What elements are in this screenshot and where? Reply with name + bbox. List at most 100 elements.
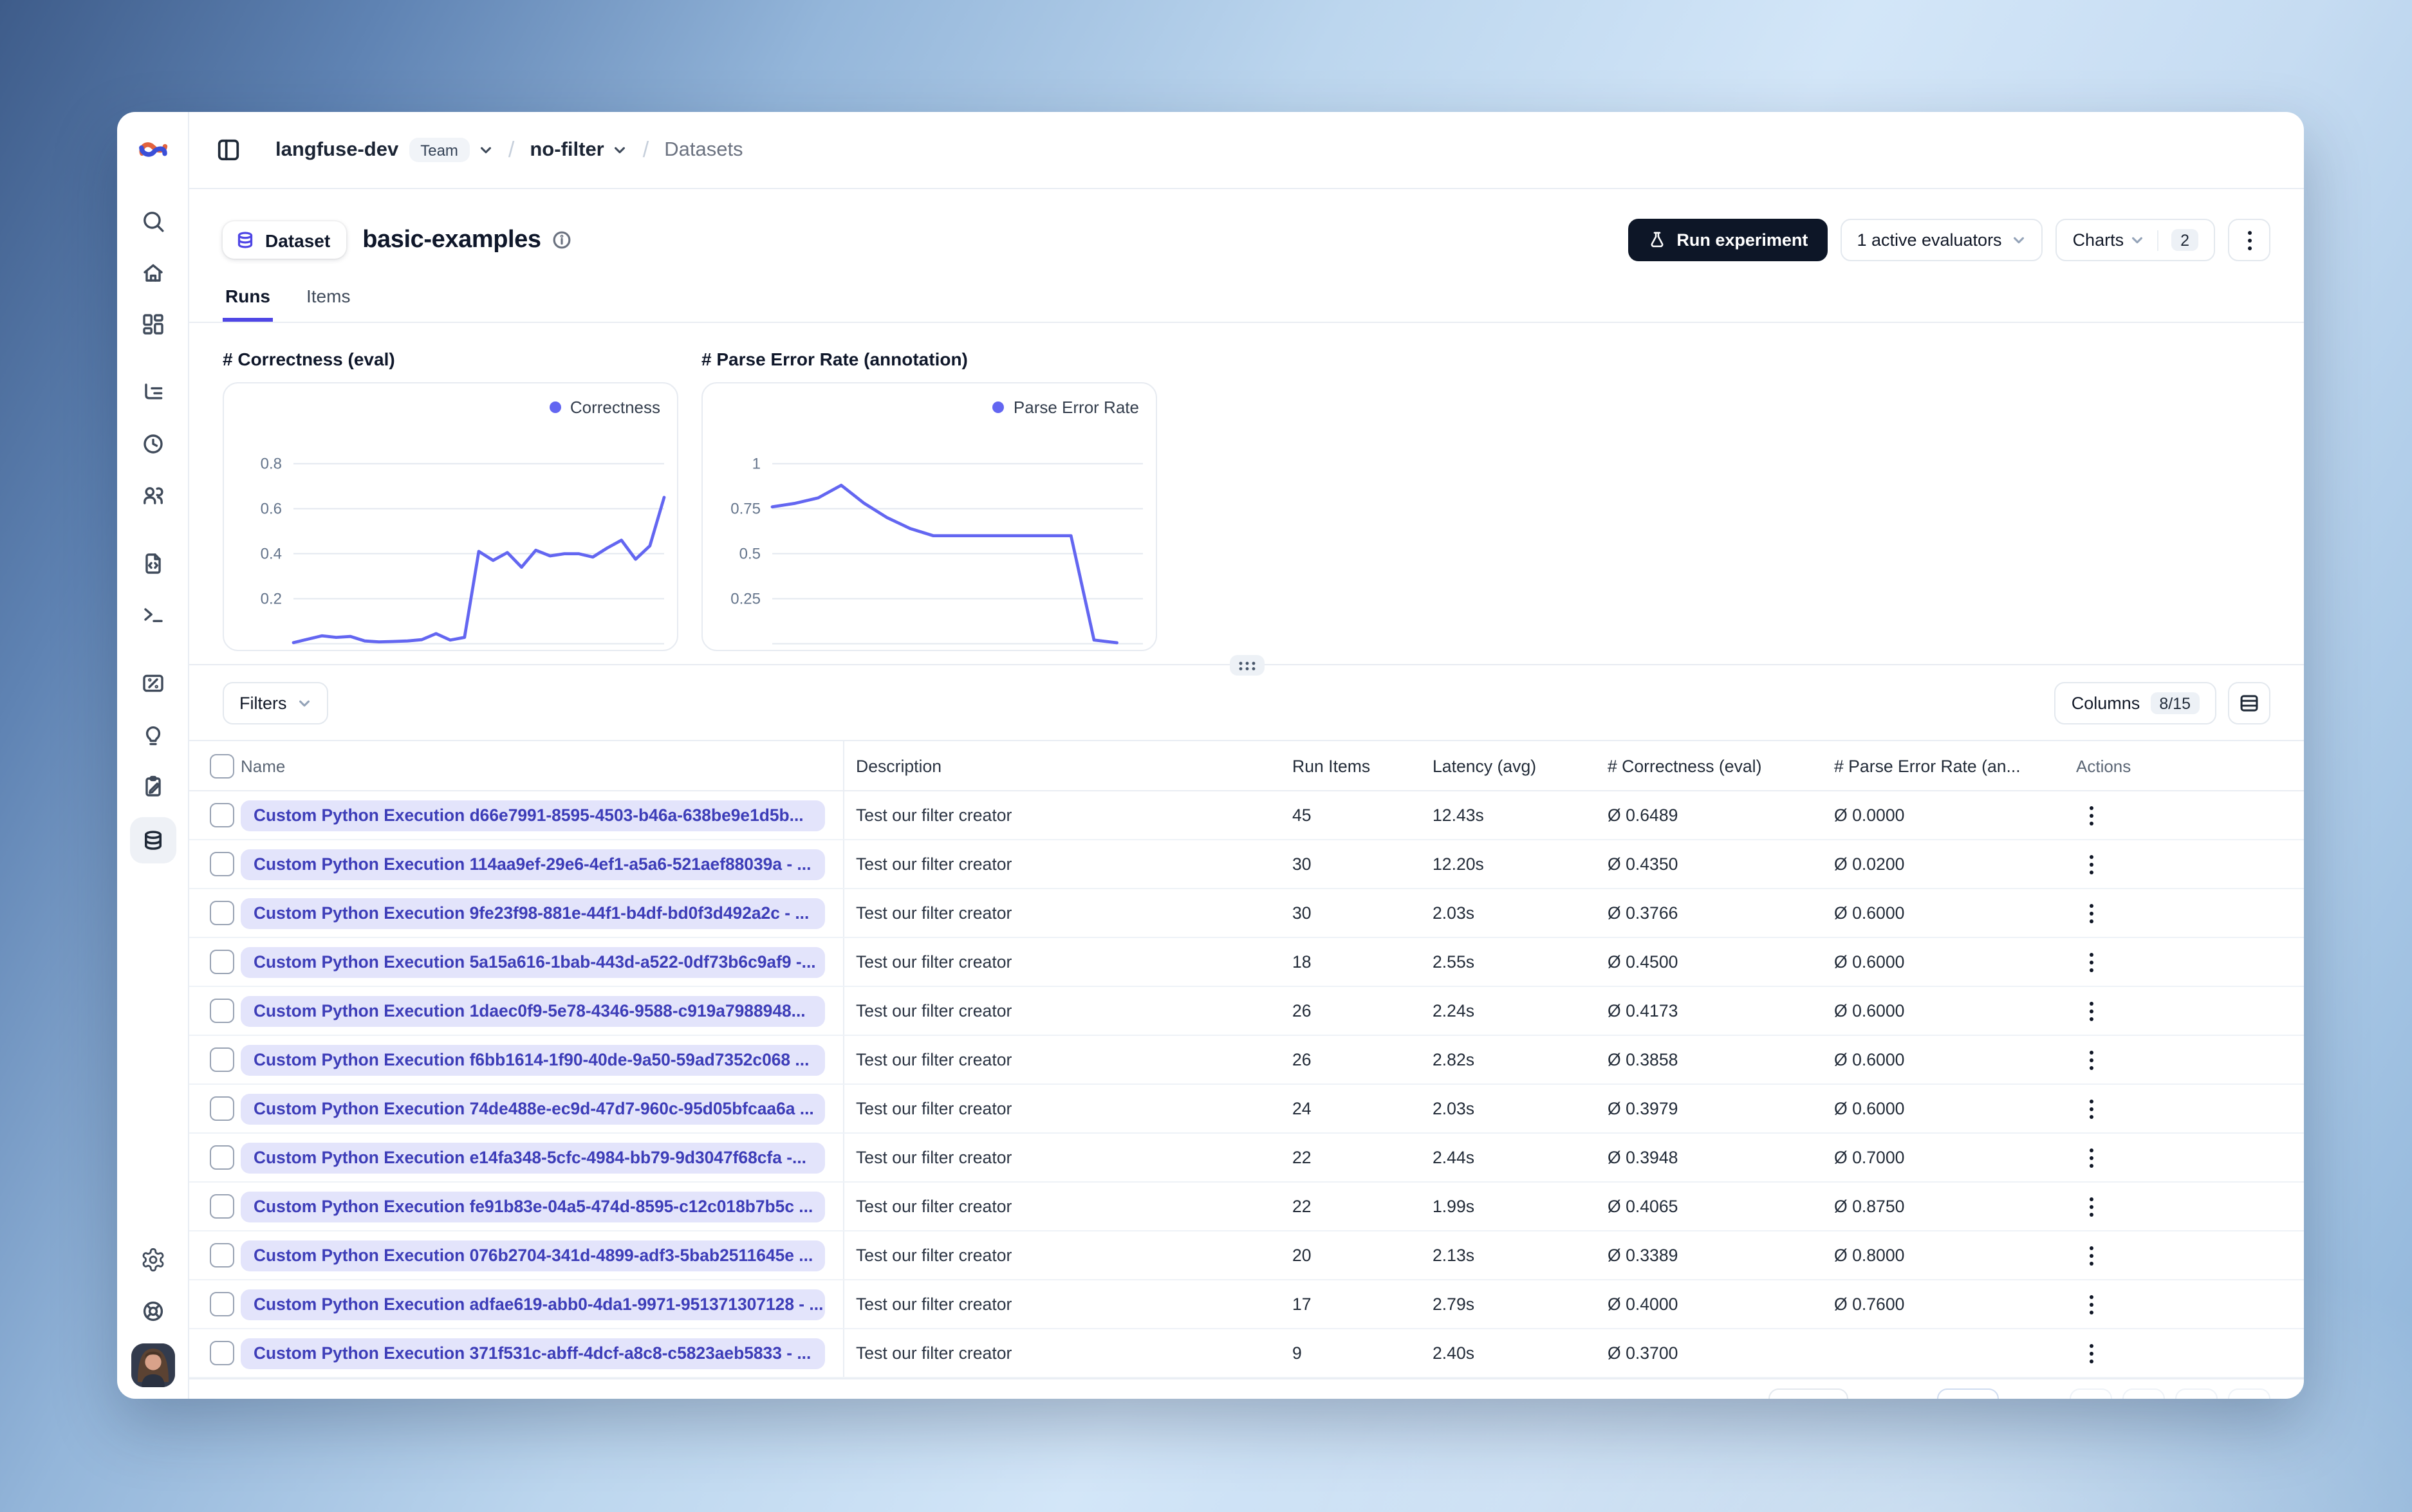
row-actions-menu-button[interactable]	[2076, 800, 2107, 831]
dataset-entity-badge: Dataset	[223, 221, 346, 259]
table-row: Custom Python Execution 1daec0f9-5e78-43…	[189, 987, 2304, 1037]
column-header-correctness[interactable]: # Correctness (eval)	[1608, 756, 1762, 776]
tab-runs[interactable]: Runs	[223, 286, 273, 322]
run-name-link[interactable]: Custom Python Execution 076b2704-341d-48…	[241, 1240, 825, 1271]
columns-button[interactable]: Columns 8/15	[2054, 682, 2216, 725]
run-name-link[interactable]: Custom Python Execution fe91b83e-04a5-47…	[241, 1191, 825, 1222]
row-checkbox[interactable]	[210, 1194, 234, 1219]
row-checkbox[interactable]	[210, 1341, 234, 1366]
run-name-link[interactable]: Custom Python Execution d66e7991-8595-45…	[241, 800, 825, 831]
sidebar-item-dashboards[interactable]	[133, 305, 172, 344]
sidebar-item-datasets[interactable]	[129, 817, 176, 863]
correctness-value: Ø 0.6489	[1608, 806, 1678, 825]
row-actions-menu-button[interactable]	[2076, 1338, 2107, 1369]
org-switcher-chevron[interactable]	[479, 143, 493, 157]
row-actions-menu-button[interactable]	[2076, 849, 2107, 880]
run-name-link[interactable]: Custom Python Execution 1daec0f9-5e78-43…	[241, 995, 825, 1027]
legend-label: Parse Error Rate	[1013, 398, 1139, 418]
row-actions-menu-button[interactable]	[2076, 1094, 2107, 1125]
run-name-link[interactable]: Custom Python Execution adfae619-abb0-4d…	[241, 1289, 825, 1320]
filters-button[interactable]: Filters	[223, 682, 328, 725]
evaluators-dropdown[interactable]: 1 active evaluators	[1840, 219, 2043, 262]
sidebar-item-llm-judge[interactable]	[133, 715, 172, 754]
run-name-link[interactable]: Custom Python Execution 371f531c-abff-4d…	[241, 1338, 825, 1369]
run-description: Test our filter creator	[856, 952, 1012, 972]
parse-error-value: Ø 0.6000	[1834, 952, 1905, 972]
row-checkbox[interactable]	[210, 1145, 234, 1170]
row-actions-menu-button[interactable]	[2076, 1143, 2107, 1174]
run-name-link[interactable]: Custom Python Execution f6bb1614-1f90-40…	[241, 1044, 825, 1076]
row-checkbox[interactable]	[210, 1243, 234, 1268]
org-plan-badge: Team	[409, 138, 470, 162]
row-actions-menu-button[interactable]	[2076, 898, 2107, 929]
run-name-link[interactable]: Custom Python Execution 9fe23f98-881e-44…	[241, 898, 825, 929]
column-header-run-items[interactable]: Run Items	[1292, 756, 1371, 776]
run-items-value: 24	[1292, 1099, 1312, 1119]
sidebar-item-settings[interactable]	[133, 1240, 172, 1279]
run-name-link[interactable]: Custom Python Execution 74de488e-ec9d-47…	[241, 1093, 825, 1125]
first-page-button[interactable]: «	[2070, 1388, 2112, 1399]
run-description: Test our filter creator	[856, 903, 1012, 923]
row-checkbox[interactable]	[210, 1096, 234, 1121]
sidebar-item-tracing[interactable]	[133, 373, 172, 412]
resize-grip-handle[interactable]	[1229, 655, 1264, 676]
row-checkbox[interactable]	[210, 852, 234, 877]
langfuse-logo[interactable]	[117, 112, 188, 188]
sidebar-item-home[interactable]	[133, 254, 172, 292]
row-checkbox[interactable]	[210, 1047, 234, 1073]
run-name-link[interactable]: Custom Python Execution 5a15a616-1bab-44…	[241, 946, 825, 978]
breadcrumb-org[interactable]: langfuse-dev	[275, 138, 399, 160]
row-actions-menu-button[interactable]	[2076, 1240, 2107, 1271]
sidebar-toggle-button[interactable]	[215, 136, 242, 163]
row-actions-menu-button[interactable]	[2076, 1192, 2107, 1222]
sidebar-item-search[interactable]	[133, 202, 172, 241]
sidebar-item-support[interactable]	[133, 1292, 172, 1331]
tab-items[interactable]: Items	[304, 286, 353, 322]
chart-legend: Parse Error Rate	[992, 398, 1139, 418]
sidebar-item-prompts[interactable]	[133, 544, 172, 583]
sidebar-item-sessions[interactable]	[133, 425, 172, 463]
dataset-info-button[interactable]	[553, 230, 572, 250]
tracing-tree-icon	[144, 383, 162, 400]
row-checkbox[interactable]	[210, 803, 234, 828]
column-header-latency[interactable]: Latency (avg)	[1433, 756, 1537, 776]
sidebar-item-evaluation[interactable]	[133, 664, 172, 703]
run-experiment-button[interactable]: Run experiment	[1628, 219, 1828, 262]
column-header-name[interactable]: Name	[241, 741, 844, 791]
project-switcher-chevron[interactable]	[613, 143, 627, 157]
svg-text:0.2: 0.2	[261, 591, 282, 608]
run-name-link[interactable]: Custom Python Execution e14fa348-5cfc-49…	[241, 1142, 825, 1174]
page-more-menu-button[interactable]	[2228, 219, 2270, 262]
top-header: langfuse-dev Team / no-filter / Datasets	[189, 112, 2304, 189]
breadcrumb-section[interactable]: Datasets	[664, 138, 743, 160]
breadcrumb-project[interactable]: no-filter	[530, 138, 604, 160]
row-checkbox[interactable]	[210, 901, 234, 926]
last-page-button[interactable]: »	[2228, 1388, 2270, 1399]
previous-page-button[interactable]: ‹	[2122, 1388, 2165, 1399]
row-actions-menu-button[interactable]	[2076, 1289, 2107, 1320]
charts-dropdown[interactable]: Charts 2	[2055, 219, 2215, 262]
user-avatar[interactable]	[131, 1343, 174, 1387]
svg-text:0.6: 0.6	[261, 501, 282, 518]
column-header-parse-error[interactable]: # Parse Error Rate (an...	[1834, 756, 2021, 776]
next-page-button[interactable]: ›	[2175, 1388, 2218, 1399]
sidebar-item-playground[interactable]	[133, 596, 172, 634]
row-actions-menu-button[interactable]	[2076, 1045, 2107, 1076]
select-all-checkbox[interactable]	[210, 753, 234, 779]
page-number-input[interactable]	[1937, 1388, 1999, 1399]
sidebar-item-users[interactable]	[133, 476, 172, 515]
table-row: Custom Python Execution adfae619-abb0-4d…	[189, 1280, 2304, 1330]
run-name-link[interactable]: Custom Python Execution 114aa9ef-29e6-4e…	[241, 849, 825, 880]
chart-card: Correctness 0.2 0.4 0.6 0.8	[223, 382, 678, 652]
row-checkbox[interactable]	[210, 950, 234, 975]
row-actions-menu-button[interactable]	[2076, 996, 2107, 1027]
row-height-button[interactable]	[2228, 682, 2270, 725]
kebab-menu-icon	[2090, 952, 2093, 972]
rows-per-page-select[interactable]: 50	[1768, 1388, 1848, 1399]
column-header-description[interactable]: Description	[856, 756, 942, 776]
row-actions-menu-button[interactable]	[2076, 947, 2107, 978]
row-checkbox[interactable]	[210, 999, 234, 1024]
table-row: Custom Python Execution d66e7991-8595-45…	[189, 791, 2304, 841]
row-checkbox[interactable]	[210, 1292, 234, 1317]
sidebar-item-annotation[interactable]	[133, 767, 172, 806]
